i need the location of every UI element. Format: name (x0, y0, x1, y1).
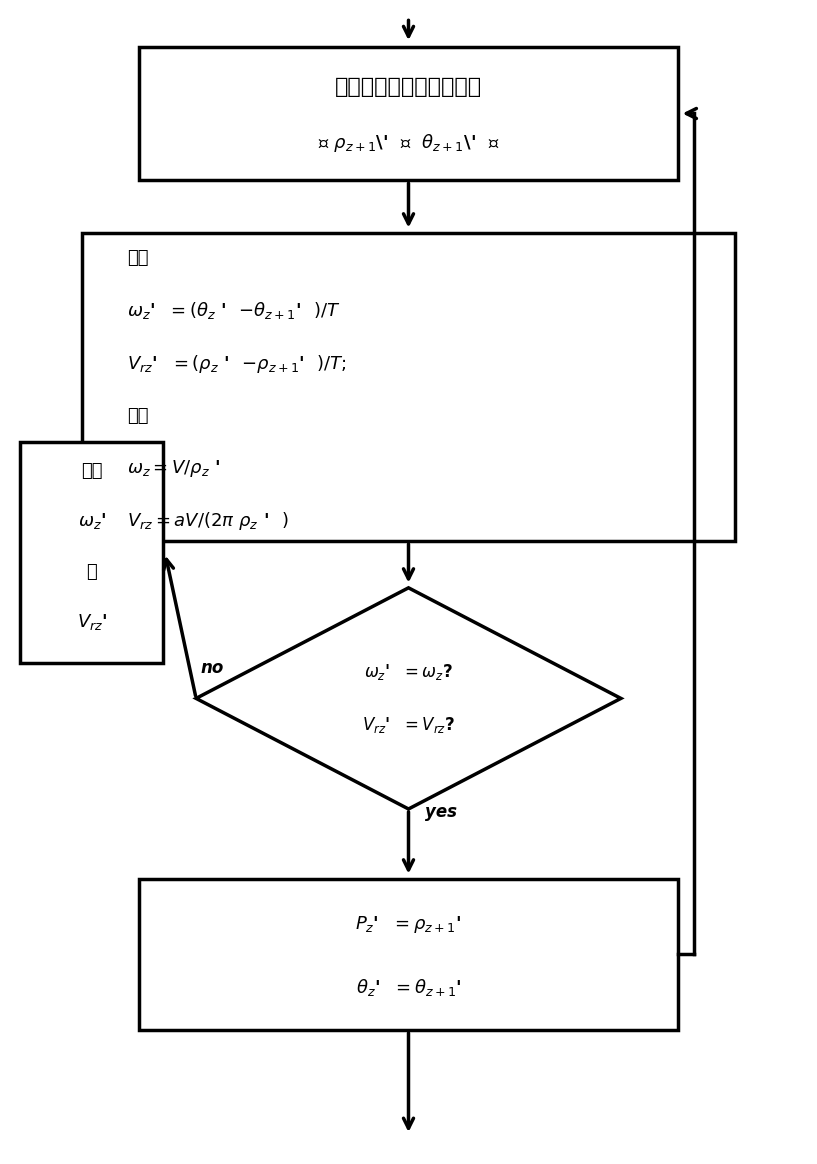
Text: $V_{rz}$'  $=(\rho_z$ '  $-\rho_{z+1}$'  $)/T;$: $V_{rz}$' $=(\rho_z$ ' $-\rho_{z+1}$' $)… (127, 353, 346, 375)
Text: no: no (200, 660, 223, 677)
Text: $\theta_z$'  $= \theta_{z+1}$': $\theta_z$' $= \theta_{z+1}$' (355, 978, 462, 999)
Text: $\omega_z$': $\omega_z$' (78, 511, 106, 532)
Text: 计算: 计算 (127, 407, 148, 425)
Text: 调节: 调节 (81, 462, 103, 481)
Text: $\omega_z$'  $=(\theta_z$ '  $-\theta_{z+1}$'  $)/T$: $\omega_z$' $=(\theta_z$ ' $-\theta_{z+1… (127, 300, 341, 321)
Text: $\omega_z$'  $= \omega_z$?: $\omega_z$' $= \omega_z$? (364, 661, 453, 682)
Text: yes: yes (425, 803, 457, 821)
Text: $V_{rz}$'  $= V_{rz}$?: $V_{rz}$' $= V_{rz}$? (362, 715, 455, 736)
Text: $V_{rz}=aV/(2\pi\ \rho_z$ '  $)$: $V_{rz}=aV/(2\pi\ \rho_z$ ' $)$ (127, 510, 288, 532)
Bar (82, 233, 735, 541)
Text: $V_{rz}$': $V_{rz}$' (77, 611, 107, 632)
Text: $\omega_z=V/\rho_z$ ': $\omega_z=V/\rho_z$ ' (127, 459, 220, 480)
Bar (20, 442, 163, 663)
Text: 采集工作台下一位置坐标: 采集工作台下一位置坐标 (335, 77, 482, 97)
Polygon shape (196, 588, 621, 809)
Text: $P_z$'  $= \rho_{z+1}$': $P_z$' $= \rho_{z+1}$' (355, 914, 462, 935)
Bar (139, 879, 678, 1030)
Text: 和: 和 (87, 562, 97, 581)
Bar (139, 47, 678, 180)
Text: 计算: 计算 (127, 249, 148, 268)
Text: （ $\rho_{z+1}$\'  ，  $\theta_{z+1}$\'  ）: （ $\rho_{z+1}$\' ， $\theta_{z+1}$\' ） (318, 132, 499, 154)
